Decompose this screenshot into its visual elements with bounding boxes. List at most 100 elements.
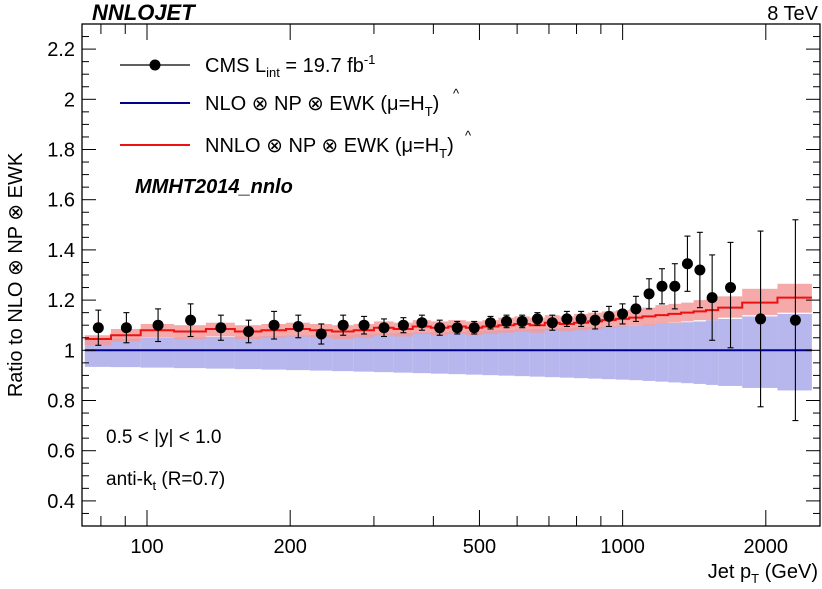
nlo-band-bin bbox=[588, 326, 603, 379]
nlo-band-bin bbox=[332, 334, 354, 372]
nlo-band-bin bbox=[777, 313, 812, 391]
legend-cms-sub: int bbox=[266, 65, 280, 80]
x-tick-label: 1000 bbox=[600, 536, 645, 558]
nlo-band-bin bbox=[465, 330, 483, 375]
data-point bbox=[531, 313, 543, 325]
legend-cms-main: CMS L bbox=[205, 55, 266, 77]
data-points bbox=[92, 219, 801, 422]
data-point bbox=[725, 282, 737, 294]
x-axis-label-sub: T bbox=[751, 571, 759, 586]
data-point bbox=[603, 310, 615, 322]
data-point bbox=[617, 308, 629, 320]
nlo-band-bin bbox=[742, 316, 778, 388]
y-tick-label: 0.6 bbox=[47, 441, 75, 463]
data-point bbox=[468, 322, 480, 334]
data-point bbox=[630, 303, 642, 315]
legend-nlo-text: NLO ⊗ NP ⊗ EWK (μ=HT) bbox=[205, 93, 439, 119]
legend-entry-nlo: NLO ⊗ NP ⊗ EWK (μ=HT) ^ bbox=[120, 86, 460, 119]
algorithm-sub: t bbox=[152, 478, 156, 493]
nlo-band-bin bbox=[602, 326, 616, 380]
data-point bbox=[185, 314, 197, 326]
data-point bbox=[358, 319, 370, 331]
data-point bbox=[589, 314, 601, 326]
data-point bbox=[485, 317, 497, 329]
data-point bbox=[501, 315, 513, 327]
nlo-band-bin bbox=[544, 328, 560, 378]
data-point bbox=[434, 322, 446, 334]
nlo-band-bin bbox=[693, 321, 706, 384]
x-axis-ticks: 100 200 500 1000 2000 bbox=[100, 24, 789, 558]
nlo-band-bin bbox=[286, 335, 310, 371]
legend-nnlo-hat-mark: ^ bbox=[465, 128, 472, 143]
algorithm-label: anti-kt (R=0.7) bbox=[106, 469, 225, 493]
nlo-band-bin bbox=[629, 325, 643, 381]
data-point bbox=[546, 317, 558, 329]
energy-label: 8 TeV bbox=[767, 3, 818, 25]
data-point bbox=[755, 313, 767, 325]
data-point bbox=[789, 314, 801, 326]
plot-frame bbox=[81, 23, 821, 527]
data-point bbox=[451, 322, 463, 334]
legend-nnlo-main: NNLO ⊗ NP ⊗ EWK (μ= bbox=[205, 135, 425, 157]
nlo-band-bin bbox=[140, 338, 175, 368]
y-axis-label: Ratio to NLO ⊗ NP ⊗ EWK bbox=[5, 152, 27, 397]
data-point bbox=[268, 319, 280, 331]
nlo-band-bin bbox=[373, 333, 394, 373]
legend-cms-sup: -1 bbox=[364, 52, 376, 67]
data-point bbox=[681, 258, 693, 270]
x-axis-label: Jet pT (GeV) bbox=[708, 561, 818, 586]
y-tick-label: 2 bbox=[64, 89, 75, 111]
nlo-band-bin bbox=[681, 322, 694, 384]
nlo-band-bin bbox=[412, 332, 431, 374]
nlo-band-bin bbox=[529, 328, 545, 377]
algorithm-main: anti-k bbox=[106, 469, 153, 490]
legend-cms-marker bbox=[149, 59, 161, 71]
nlo-band-bin bbox=[705, 320, 719, 385]
x-tick-label: 2000 bbox=[744, 536, 789, 558]
nlo-band-bin bbox=[309, 334, 333, 371]
nlo-band-bin bbox=[573, 327, 589, 379]
data-point bbox=[120, 322, 132, 334]
data-point bbox=[292, 320, 304, 332]
legend: CMS Lint = 19.7 fb-1 NLO ⊗ NP ⊗ EWK (μ=H… bbox=[120, 52, 472, 161]
x-tick-label: 100 bbox=[130, 536, 163, 558]
nlo-band-bin bbox=[482, 330, 499, 376]
nlo-band-bin bbox=[668, 322, 682, 383]
nlo-band bbox=[84, 313, 812, 391]
nlo-band-bin bbox=[205, 336, 235, 369]
data-point bbox=[378, 322, 390, 334]
data-point bbox=[315, 328, 327, 340]
data-point bbox=[92, 322, 104, 334]
x-axis-label-unit: (GeV) bbox=[759, 561, 818, 583]
data-point bbox=[416, 317, 428, 329]
y-tick-label: 1.2 bbox=[47, 290, 75, 312]
data-point bbox=[706, 292, 718, 304]
data-point bbox=[656, 280, 668, 292]
pdf-label: MMHT2014_nnlo bbox=[135, 176, 293, 198]
x-axis-label-main: Jet p bbox=[708, 561, 751, 583]
data-point bbox=[643, 288, 655, 300]
legend-nlo-close: ) bbox=[433, 93, 440, 115]
nlo-band-bin bbox=[393, 332, 413, 373]
legend-nnlo-close: ) bbox=[447, 135, 454, 157]
legend-nlo-sub: T bbox=[425, 104, 433, 119]
y-tick-label: 1 bbox=[64, 340, 75, 362]
y-axis-ticks: 0.4 0.6 0.8 1 1.2 1.4 1.6 1.8 2 2.2 bbox=[47, 23, 820, 527]
data-point bbox=[243, 325, 255, 337]
legend-nlo-main: NLO ⊗ NP ⊗ EWK (μ= bbox=[205, 93, 410, 115]
algorithm-rest: (R=0.7) bbox=[156, 469, 225, 490]
nlo-band-bin bbox=[261, 335, 287, 370]
nlo-band-bin bbox=[615, 325, 630, 380]
data-point bbox=[397, 319, 409, 331]
data-point bbox=[516, 315, 528, 327]
y-tick-label: 0.8 bbox=[47, 391, 75, 413]
legend-nnlo-hat: H bbox=[425, 135, 439, 157]
data-point bbox=[575, 313, 587, 325]
data-point bbox=[337, 319, 349, 331]
nlo-band-bin bbox=[430, 331, 449, 374]
legend-nlo-hat-mark: ^ bbox=[453, 86, 460, 101]
x-tick-label: 500 bbox=[463, 536, 496, 558]
nlo-band-bin bbox=[174, 337, 206, 369]
y-tick-label: 1.8 bbox=[47, 140, 75, 162]
